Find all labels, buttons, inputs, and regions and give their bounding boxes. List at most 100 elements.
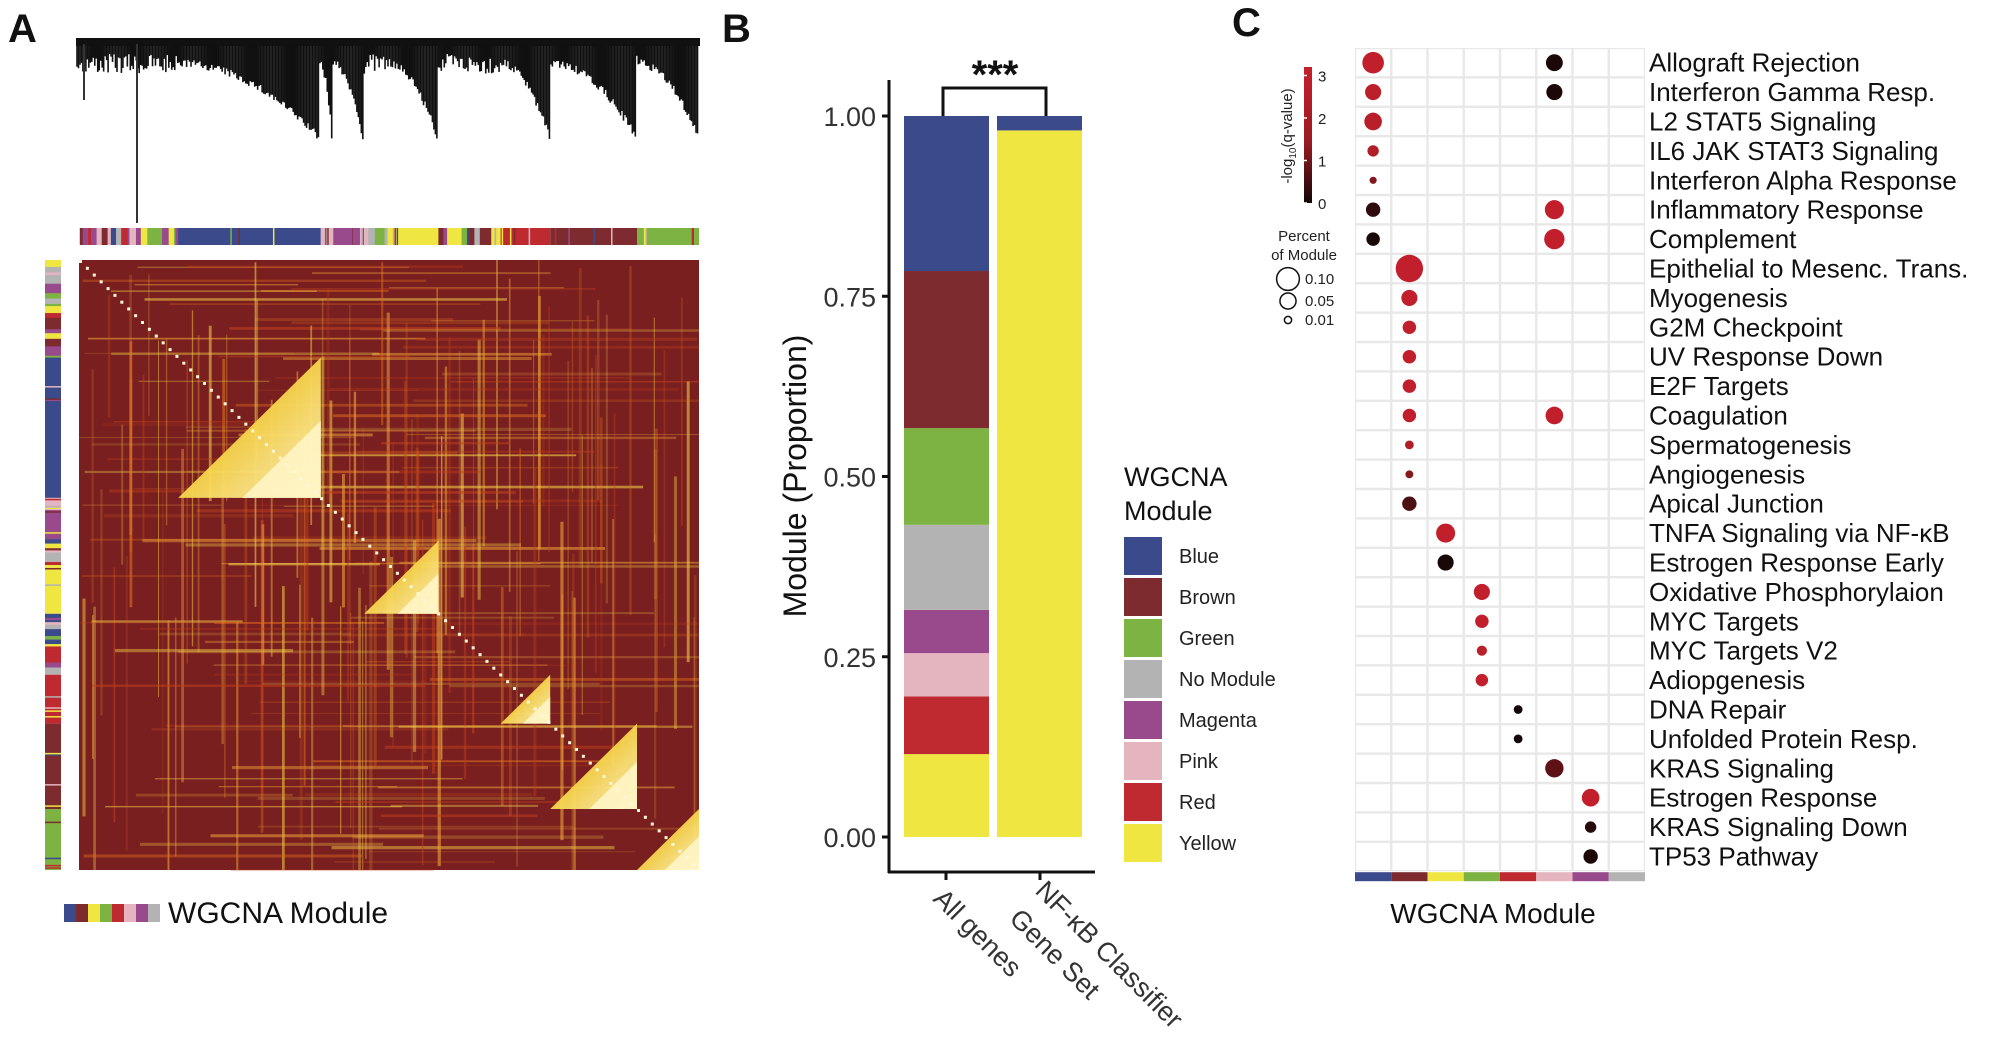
row-label: Interferon Alpha Response [1649,165,1957,195]
row-label: Spermatogenesis [1649,430,1851,460]
grid-cell [1464,372,1499,400]
heatmap-diagonal [382,558,386,562]
heatmap-streak [166,724,354,727]
row-label: IL6 JAK STAT3 Signaling [1649,136,1939,166]
heatmap-diagonal [471,646,475,650]
module-segment [45,298,61,305]
heatmap-streak [311,272,551,275]
heatmap-diagonal [602,775,606,779]
heatmap-streak [399,561,699,564]
legend-swatch-blue [1124,537,1162,575]
grid-cell [1464,431,1499,459]
module-segment [392,228,395,245]
grid-cell [1609,431,1644,459]
grid-cell [1428,754,1463,782]
bar-segment-red [904,696,989,755]
heatmap-streak [450,380,699,383]
heatmap-streak [261,289,389,292]
module-segment [101,228,108,245]
row-label: Apical Junction [1649,489,1824,519]
legend-swatch [64,904,76,922]
grid-cell [1537,519,1572,547]
bar-segment-blue [997,116,1082,131]
module-segment [461,228,468,245]
module-segment [645,228,647,245]
q-value-colorbar [1304,67,1312,203]
module-segment [45,532,61,534]
grid-cell [1392,607,1427,635]
dot-point [1365,202,1381,217]
heatmap-diagonal [595,768,599,772]
heatmap-diagonal [402,578,406,582]
size-legend-circle [1283,315,1293,325]
module-segment [394,228,397,245]
heatmap-streak [404,380,407,654]
grid-cell [1356,813,1391,841]
module-segment [45,555,61,563]
grid-cell [1609,78,1644,106]
grid-cell [1392,137,1427,165]
module-segment [474,228,481,245]
module-segment [359,228,362,245]
heatmap-streak [360,328,632,331]
module-segment [129,228,137,245]
grid-cell [1609,519,1644,547]
grid-cell [1537,313,1572,341]
grid-cell [1392,549,1427,576]
module-segment [45,636,61,640]
dot-point [1583,849,1598,864]
module-segment [593,228,595,245]
heatmap-streak [508,278,511,592]
grid-cell [1573,108,1608,135]
module-segment [45,351,61,357]
heatmap-diagonal [526,700,530,704]
y-axis-title: Module (Proportion) [777,335,813,618]
heatmap-diagonal [657,829,661,833]
heatmap-streak [335,801,584,803]
module-segment [238,228,240,245]
heatmap-streak [329,400,333,603]
module-segment [324,228,327,245]
grid-cell [1428,490,1463,518]
heatmap-streak [421,519,424,866]
heatmap-streak [191,310,194,647]
dendrogram [76,38,700,223]
grid-cell [1609,255,1644,282]
module-segment [175,228,179,245]
heatmap-diagonal [423,598,427,602]
grid-cell [1356,343,1391,371]
heatmap-streak [148,274,150,416]
heatmap-diagonal [244,422,248,426]
heatmap-streak [402,345,699,349]
module-segment [447,228,450,245]
heatmap-streak [386,476,388,599]
heatmap-streak [431,502,436,774]
heatmap-streak [350,612,352,829]
grid-cell [1501,108,1536,135]
heatmap-streak [384,745,614,749]
heatmap-diagonal [547,720,551,724]
heatmap-diagonal [306,483,310,487]
heatmap-streak [135,793,293,797]
heatmap-streak [402,466,618,469]
module-segment [150,228,157,245]
heatmap-streak [319,546,606,550]
row-label: TP53 Pathway [1649,842,1818,872]
heatmap-diagonal [237,415,241,419]
module-segment [45,266,61,273]
heatmap-diagonal [478,653,482,657]
heatmap-streak [653,449,658,600]
grid-cell [1464,78,1499,106]
heatmap-streak [104,805,402,808]
grid-cell [1537,666,1572,694]
heatmap-streak [259,701,610,703]
module-segment [45,548,61,551]
grid-cell [1392,813,1427,841]
heatmap-streak [400,632,525,636]
legend-swatch-red [1124,783,1162,821]
column-swatch-magenta [1572,872,1609,882]
heatmap-diagonal [664,836,668,840]
module-segment [45,716,61,718]
heatmap-streak [380,814,538,818]
legend-label: Yellow [1179,833,1237,855]
